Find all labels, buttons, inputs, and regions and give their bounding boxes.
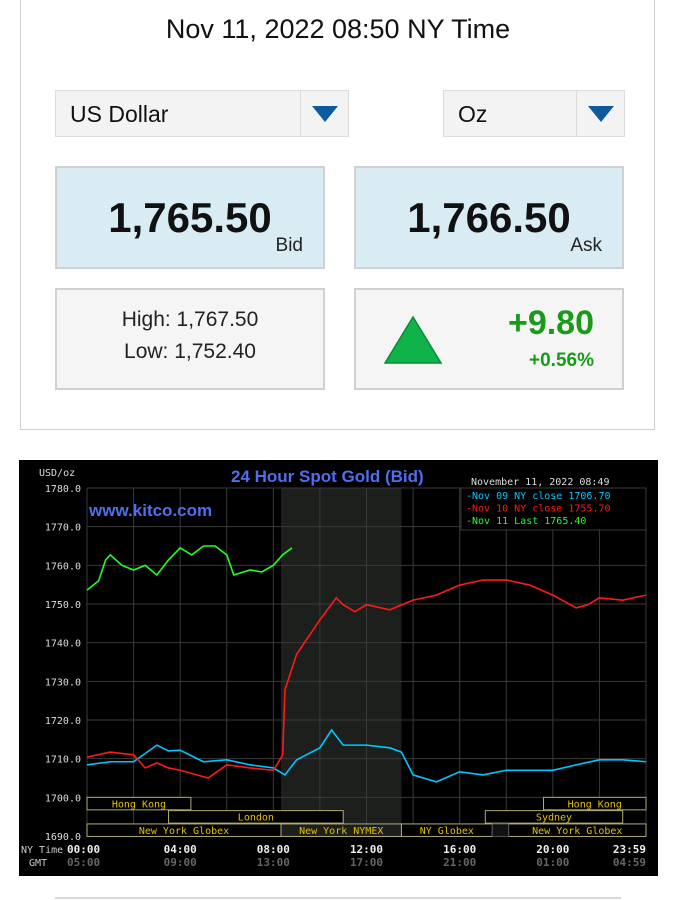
ask-label: Ask (570, 235, 602, 256)
up-arrow-icon (384, 316, 442, 364)
currency-value: US Dollar (70, 101, 169, 127)
session-bar (168, 810, 344, 824)
legend-entry: -Nov 11 Last 1765.40 (466, 516, 586, 527)
x-tick-gmt: 01:00 (536, 856, 569, 869)
x-tick-gmt: 21:00 (443, 856, 476, 869)
y-tick-label: 1730.0 (45, 677, 81, 688)
session-label: New York Globex (532, 826, 622, 837)
ask-price: 1,766.50 (407, 194, 571, 241)
gold-chart: 1780.0 1770.0 1760.0 1750.0 1740.0 1730.0 1720… (19, 460, 658, 876)
legend-box (460, 487, 647, 531)
y-tick-label: 1780.0 (45, 484, 81, 495)
unit-select[interactable]: Oz (443, 90, 625, 137)
y-tick-label: 1740.0 (45, 639, 81, 650)
x-tick-gmt: 04:59 (613, 856, 646, 869)
session-label: New York Globex (139, 826, 229, 837)
y-tick-label: 1770.0 (45, 523, 81, 534)
series-line (86, 728, 647, 783)
x-tick-ny: 00:00 (67, 843, 100, 856)
change-box: +9.80 +0.56% (354, 288, 624, 390)
x-tick-ny: 12:00 (350, 843, 383, 856)
y-tick-label: 1690.0 (45, 832, 81, 843)
high-value: High: 1,767.50 (121, 308, 259, 331)
y-axis-label: USD/oz (39, 468, 75, 479)
session-label: Hong Kong (568, 799, 622, 810)
ny-time-label: NY Time (21, 845, 63, 856)
unit-value: Oz (458, 101, 488, 127)
legend-entry: -Nov 10 NY close 1755.70 (466, 504, 611, 515)
session-label: New York NYMEX (299, 826, 383, 837)
session-bar (484, 810, 624, 824)
chevron-down-icon[interactable] (576, 91, 624, 136)
change-value: +9.80 (507, 304, 594, 342)
y-tick-label: 1720.0 (45, 716, 81, 727)
series-line (86, 579, 647, 779)
chevron-down-icon[interactable] (300, 91, 348, 136)
x-tick-ny: 20:00 (536, 843, 569, 856)
low-value: Low: 1,752.40 (124, 340, 256, 363)
y-tick-label: 1700.0 (45, 793, 81, 804)
bid-label: Bid (275, 235, 303, 256)
session-bar (543, 796, 647, 811)
change-percent: +0.56% (529, 350, 594, 371)
y-tick-label: 1760.0 (45, 561, 81, 572)
page-title: Nov 11, 2022 08:50 NY Time (165, 14, 511, 44)
divider (55, 897, 621, 899)
chart-title: 24 Hour Spot Gold (Bid) (231, 467, 424, 486)
session-label: Sydney (536, 813, 572, 824)
x-tick-ny: 16:00 (443, 843, 476, 856)
session-bar (86, 796, 192, 811)
currency-select[interactable]: US Dollar (55, 90, 349, 137)
session-label: London (238, 813, 274, 824)
x-tick-ny: 08:00 (257, 843, 290, 856)
session-gap (491, 823, 510, 837)
x-tick-ny: 04:00 (164, 843, 197, 856)
y-tick-label: 1710.0 (45, 755, 81, 766)
legend-entry: -Nov 09 NY close 1706.70 (466, 491, 611, 502)
session-label: NY Globex (420, 826, 474, 837)
x-tick-gmt: 13:00 (257, 856, 290, 869)
y-tick-label: 1750.0 (45, 600, 81, 611)
x-tick-gmt: 17:00 (350, 856, 383, 869)
session-label: Hong Kong (112, 799, 166, 810)
nymex-highlight (281, 488, 402, 836)
ask-box: 1,766.50 Ask (354, 166, 624, 269)
high-low-box: High: 1,767.50 Low: 1,752.40 (55, 288, 325, 390)
bid-price: 1,765.50 (108, 194, 272, 241)
x-tick-gmt: 05:00 (67, 856, 100, 869)
x-tick-gmt: 09:00 (164, 856, 197, 869)
series-line (86, 545, 293, 591)
bid-box: 1,765.50 Bid (55, 166, 325, 269)
gmt-label: GMT (29, 858, 47, 869)
chart-timestamp: November 11, 2022 08:49 (471, 477, 609, 488)
watermark: www.kitco.com (88, 501, 212, 520)
quote-card (20, 0, 655, 430)
x-tick-ny: 23:59 (613, 843, 646, 856)
